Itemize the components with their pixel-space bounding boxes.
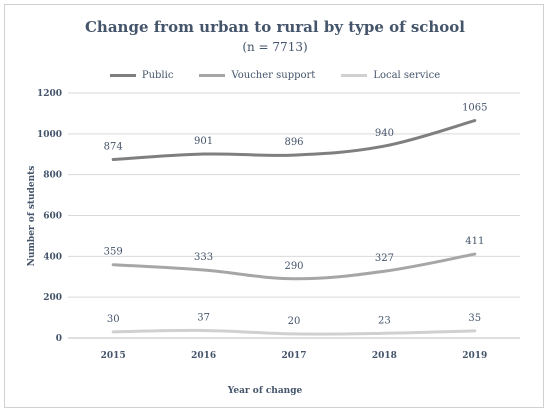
- chart-frame: [4, 4, 544, 408]
- y-tick-label: 0: [56, 334, 62, 344]
- y-axis-label: Number of students: [27, 166, 37, 267]
- legend-label-voucher-support: Voucher support: [231, 70, 316, 81]
- x-tick-label: 2016: [191, 351, 216, 361]
- x-tick-label: 2017: [281, 351, 306, 361]
- legend-swatch-voucher-support: [199, 74, 226, 77]
- data-label-local-service: 35: [468, 313, 481, 324]
- legend-swatch-public: [109, 74, 136, 77]
- data-label-local-service: 30: [107, 314, 120, 325]
- y-tick-label: 800: [43, 171, 62, 181]
- x-axis-label: Year of change: [227, 386, 303, 396]
- legend-item-public: Public: [109, 70, 174, 81]
- data-label-public: 874: [104, 142, 123, 153]
- chart-title: Change from urban to rural by type of sc…: [84, 18, 466, 36]
- chart-subtitle: (n = 7713): [242, 40, 308, 54]
- chart-legend: Public Voucher support Local service: [0, 70, 550, 81]
- x-tick-label: 2019: [462, 351, 487, 361]
- data-label-voucher-support: 411: [465, 236, 484, 247]
- grid-layer: [68, 92, 520, 339]
- x-tick-label: 2015: [101, 351, 126, 361]
- series-line-public: [111, 119, 477, 162]
- legend-item-local-service: Local service: [341, 70, 440, 81]
- y-tick-label: 200: [43, 293, 62, 303]
- data-label-local-service: 23: [378, 315, 391, 326]
- y-tick-label: 1000: [37, 130, 62, 140]
- data-label-local-service: 37: [197, 312, 210, 323]
- data-label-public: 940: [375, 128, 394, 139]
- y-tick-label: 600: [43, 212, 62, 222]
- legend-swatch-local-service: [341, 74, 368, 77]
- y-tick-label: 400: [43, 252, 62, 262]
- data-label-voucher-support: 359: [104, 247, 123, 258]
- legend-label-local-service: Local service: [373, 70, 441, 81]
- data-label-voucher-support: 290: [284, 261, 303, 272]
- x-tick-label: 2018: [372, 351, 397, 361]
- y-tick-label: 1200: [37, 89, 62, 99]
- series-layer: [111, 119, 477, 336]
- data-label-public: 901: [194, 136, 213, 147]
- data-label-voucher-support: 327: [375, 253, 394, 264]
- series-line-voucher-support: [111, 252, 477, 281]
- series-line-local-service: [111, 328, 477, 336]
- data-label-layer: 874 901 896 940 1065 359 333 290 327 411 30 37 20 23 3…: [104, 103, 488, 327]
- data-label-public: 1065: [462, 103, 487, 114]
- data-label-local-service: 20: [288, 316, 301, 327]
- legend-label-public: Public: [141, 70, 174, 81]
- data-label-voucher-support: 333: [194, 252, 213, 263]
- legend-item-voucher-support: Voucher support: [199, 70, 315, 81]
- data-label-public: 896: [284, 137, 303, 148]
